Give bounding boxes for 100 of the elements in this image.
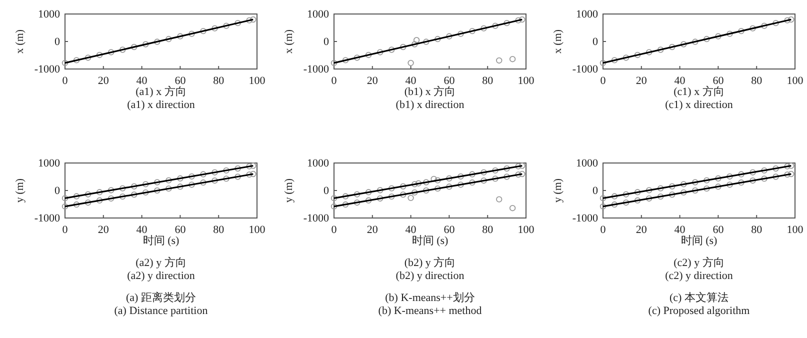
point xyxy=(212,25,218,32)
text: (c1) x 方向 xyxy=(674,85,724,98)
point xyxy=(200,171,206,178)
point xyxy=(365,189,372,196)
point xyxy=(680,41,687,48)
x-axis-title: 时间 (s) xyxy=(142,234,180,247)
x-tick-label: 80 xyxy=(213,224,225,236)
point xyxy=(704,177,710,184)
point xyxy=(504,165,510,172)
point xyxy=(715,184,722,190)
point xyxy=(246,171,252,178)
y-tick-label: -1000 xyxy=(303,212,330,225)
text: (c2) y direction xyxy=(665,270,734,282)
point xyxy=(726,182,733,188)
point xyxy=(84,54,92,61)
y-axis-title: y (m) xyxy=(14,178,26,203)
point xyxy=(120,193,126,200)
point xyxy=(408,194,414,202)
x-tick-label: 20 xyxy=(98,224,110,236)
point xyxy=(492,176,498,182)
y-axis-title: x (m) xyxy=(552,29,564,54)
x-tick-label: 60 xyxy=(174,224,186,236)
point xyxy=(646,195,652,202)
x-tick-label: 60 xyxy=(444,224,456,236)
point xyxy=(388,185,395,192)
point xyxy=(611,201,618,208)
point xyxy=(446,175,452,182)
point xyxy=(738,179,744,186)
point xyxy=(108,195,114,202)
x-tick-label: 80 xyxy=(482,75,494,88)
point xyxy=(750,169,756,176)
point xyxy=(376,49,384,56)
point xyxy=(611,57,618,64)
x-tick-label: 20 xyxy=(636,224,648,236)
y-axis-title: x (m) xyxy=(283,29,295,54)
text: (a2) y direction xyxy=(127,270,196,282)
y-tick-label: 0 xyxy=(54,36,60,48)
y-tick-label: -1000 xyxy=(34,212,60,225)
point xyxy=(342,57,349,64)
x-tick-label: 20 xyxy=(366,75,378,88)
x-tick-label: 100 xyxy=(786,75,804,88)
text: (a) 距离类划分 xyxy=(126,291,196,304)
point xyxy=(496,196,502,202)
point xyxy=(750,25,756,32)
x-axis-title: 时间 (s) xyxy=(680,234,718,247)
point xyxy=(492,167,498,174)
x-tick-label: 20 xyxy=(98,75,110,88)
point xyxy=(108,49,114,56)
y-tick-label: 0 xyxy=(592,36,598,48)
point xyxy=(212,169,218,176)
point xyxy=(496,57,502,64)
point xyxy=(131,44,138,50)
point xyxy=(388,46,395,53)
point xyxy=(423,38,430,45)
y-tick-label: 1000 xyxy=(38,158,60,170)
point xyxy=(692,187,698,194)
point xyxy=(788,162,794,169)
point xyxy=(234,20,241,26)
point xyxy=(131,183,138,190)
point xyxy=(84,191,92,198)
point xyxy=(772,165,779,172)
point xyxy=(784,17,790,24)
point xyxy=(738,28,744,34)
point xyxy=(200,179,206,186)
point xyxy=(611,193,618,200)
point xyxy=(658,193,664,200)
point xyxy=(704,36,710,42)
point xyxy=(750,178,756,184)
x-tick-label: 60 xyxy=(174,75,186,88)
point xyxy=(515,163,522,170)
text: (c) 本文算法 xyxy=(670,291,728,304)
point xyxy=(388,193,395,200)
point xyxy=(415,180,422,186)
point xyxy=(504,174,510,180)
point xyxy=(354,191,360,198)
point xyxy=(62,203,68,210)
point xyxy=(772,174,779,180)
point xyxy=(188,173,195,180)
point xyxy=(469,28,476,34)
point xyxy=(669,44,676,50)
point xyxy=(726,30,733,37)
point xyxy=(120,46,126,53)
point xyxy=(330,203,338,210)
point xyxy=(658,185,664,192)
point xyxy=(412,181,418,188)
point xyxy=(73,201,80,208)
point xyxy=(622,191,630,198)
point xyxy=(62,195,68,202)
point xyxy=(223,176,230,182)
point xyxy=(600,203,606,210)
text: (a) Distance partition xyxy=(114,305,208,317)
point xyxy=(692,179,698,186)
point xyxy=(519,162,526,169)
point xyxy=(412,41,418,48)
point xyxy=(738,171,744,178)
point xyxy=(600,195,606,202)
point xyxy=(788,16,794,23)
point xyxy=(458,30,464,37)
text: (b1) x 方向 xyxy=(404,85,456,98)
text: (a2) y 方向 xyxy=(136,256,186,269)
